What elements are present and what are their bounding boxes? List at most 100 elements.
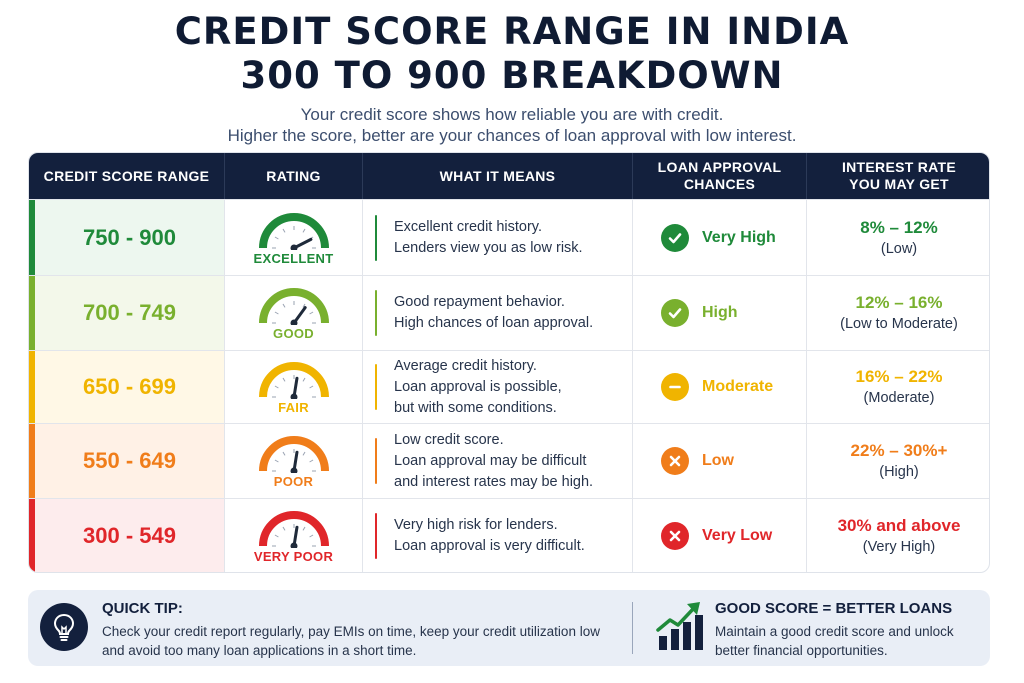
score-range: 650 - 699 (83, 374, 176, 399)
table-row: 750 - 900 EXCELLENT Excellent credit histo… (29, 199, 989, 275)
gauge-icon (256, 433, 332, 473)
credit-score-table: CREDIT SCORE RANGE RATING WHAT IT MEANS … (28, 152, 990, 573)
minus-icon (661, 373, 689, 401)
rating-cell: VERY POOR (225, 499, 363, 572)
check-icon (661, 223, 689, 252)
interest-rate-cell: 8% – 12% (Low) (807, 200, 989, 275)
good-score-title: GOOD SCORE = BETTER LOANS (715, 600, 953, 617)
table-header: CREDIT SCORE RANGE RATING WHAT IT MEANS … (29, 153, 989, 199)
quick-tip-text: Check your credit report regularly, pay … (102, 624, 600, 658)
interest-rate-cell: 30% and above (Very High) (807, 499, 989, 572)
meaning-cell: Low credit score. Loan approval may be di… (363, 424, 633, 498)
approval-chance-cell: High (633, 276, 807, 350)
meaning-text: Low credit score. Loan approval may be di… (394, 430, 593, 493)
meaning-line: but with some conditions. (394, 399, 557, 416)
row-accent-bar (29, 200, 35, 275)
header-loan-approval-chances: LOAN APPROVAL CHANCES (633, 153, 807, 199)
interest-rate: 16% – 22% (855, 367, 943, 386)
check-icon (661, 299, 689, 327)
rating-label: VERY POOR (253, 549, 334, 564)
meaning-line: Loan approval is possible, (394, 378, 562, 395)
header-interest-rate: INTEREST RATE YOU MAY GET (841, 159, 957, 192)
interest-rate: 30% and above (837, 516, 961, 535)
interest-rate: 22% – 30%+ (850, 441, 948, 460)
gauge-icon (256, 285, 332, 325)
interest-rate: 12% – 16% (855, 293, 943, 312)
meaning-text: Excellent credit history. Lenders view yo… (394, 217, 583, 259)
approval-chance-label: Low (702, 452, 734, 469)
rating-cell: POOR (225, 424, 363, 498)
rating-label: POOR (273, 474, 314, 489)
x-icon (661, 522, 689, 550)
title-line-2: 300 TO 900 BREAKDOWN (240, 54, 784, 97)
approval-chance-cell: Very High (633, 200, 807, 275)
meaning-text: Good repayment behavior. High chances of … (394, 292, 593, 334)
approval-chance-cell: Moderate (633, 351, 807, 423)
approval-chance-label: Moderate (702, 378, 774, 395)
approval-chance-label: Very High (702, 228, 776, 246)
row-accent-bar (29, 351, 35, 423)
x-icon (661, 447, 689, 475)
meaning-accent-line (375, 290, 377, 336)
score-range-cell: 650 - 699 (35, 351, 225, 423)
interest-rate: 8% – 12% (860, 217, 938, 237)
header-credit-score-range: CREDIT SCORE RANGE (29, 153, 225, 199)
score-range: 300 - 549 (83, 523, 176, 548)
quick-tip-title: QUICK TIP: (102, 600, 183, 617)
rating-cell: FAIR (225, 351, 363, 423)
table-row: 650 - 699 FAIR Average credit history. Loan… (29, 350, 989, 423)
subtitle-line-1: Your credit score shows how reliable you… (300, 105, 724, 124)
header-rating: RATING (225, 153, 363, 199)
meaning-line: Very high risk for lenders. (394, 517, 558, 533)
header-what-it-means: WHAT IT MEANS (363, 153, 633, 199)
growth-chart-icon (656, 600, 704, 656)
meaning-line: Loan approval may be difficult (394, 452, 587, 469)
meaning-accent-line (375, 364, 377, 410)
meaning-line: Lenders view you as low risk. (394, 239, 583, 256)
meaning-line: and interest rates may be high. (394, 473, 594, 490)
meaning-line: Excellent credit history. (394, 218, 543, 235)
score-range: 700 - 749 (83, 300, 176, 325)
score-range-cell: 550 - 649 (35, 424, 225, 498)
meaning-cell: Good repayment behavior. High chances of … (363, 276, 633, 350)
interest-rate-note: (High) (879, 464, 919, 480)
interest-rate-note: (Low to Moderate) (840, 316, 958, 332)
score-range: 550 - 649 (83, 448, 176, 473)
lightbulb-icon (40, 603, 88, 651)
footer-panel: QUICK TIP: Check your credit report regu… (28, 590, 990, 666)
rating-label: GOOD (273, 326, 314, 341)
gauge-icon (256, 210, 332, 250)
interest-rate-cell: 12% – 16% (Low to Moderate) (807, 276, 989, 350)
page-subtitle: Your credit score shows how reliable you… (0, 104, 1024, 146)
table-row: 550 - 649 POOR Low credit score. Loan appro… (29, 423, 989, 498)
meaning-line: Average credit history. (394, 357, 537, 374)
row-accent-bar (29, 499, 35, 572)
score-range-cell: 300 - 549 (35, 499, 225, 572)
good-score-text: Maintain a good credit score and unlock … (715, 624, 954, 658)
row-accent-bar (29, 424, 35, 498)
rating-label: EXCELLENT (253, 250, 334, 266)
table-row: 300 - 549 VERY POOR Very high risk for len… (29, 498, 989, 572)
meaning-cell: Excellent credit history. Lenders view yo… (363, 200, 633, 275)
footer-divider (632, 602, 633, 654)
interest-rate-cell: 16% – 22% (Moderate) (807, 351, 989, 423)
approval-chance-label: High (702, 304, 738, 321)
gauge-icon (256, 508, 332, 548)
approval-chance-cell: Low (633, 424, 807, 498)
meaning-cell: Average credit history. Loan approval is … (363, 351, 633, 423)
interest-rate-cell: 22% – 30%+ (High) (807, 424, 989, 498)
rating-cell: GOOD (225, 276, 363, 350)
meaning-line: Loan approval is very difficult. (394, 538, 585, 554)
meaning-cell: Very high risk for lenders. Loan approval… (363, 499, 633, 572)
score-range: 750 - 900 (83, 224, 176, 250)
meaning-accent-line (375, 438, 377, 484)
approval-chance-label: Very Low (702, 527, 773, 544)
meaning-text: Very high risk for lenders. Loan approval… (394, 515, 585, 557)
meaning-text: Average credit history. Loan approval is … (394, 356, 562, 419)
rating-label: FAIR (278, 400, 309, 415)
page-title: CREDIT SCORE RANGE IN INDIA 300 TO 900 B… (0, 10, 1024, 98)
meaning-line: Low credit score. (394, 431, 504, 448)
meaning-accent-line (375, 513, 377, 559)
row-accent-bar (29, 276, 35, 350)
rating-cell: EXCELLENT (225, 200, 363, 275)
